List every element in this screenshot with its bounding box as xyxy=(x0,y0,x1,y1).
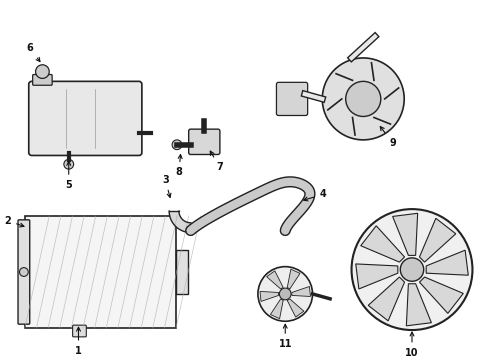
Polygon shape xyxy=(368,277,405,321)
FancyBboxPatch shape xyxy=(29,81,142,156)
Circle shape xyxy=(400,258,424,281)
Polygon shape xyxy=(287,269,300,289)
Text: 4: 4 xyxy=(304,189,326,201)
Text: 2: 2 xyxy=(4,216,24,227)
Polygon shape xyxy=(267,271,283,289)
Circle shape xyxy=(279,288,291,300)
Text: 11: 11 xyxy=(278,324,292,349)
Polygon shape xyxy=(426,250,468,275)
Polygon shape xyxy=(270,299,283,319)
Text: 9: 9 xyxy=(380,126,396,148)
Text: 6: 6 xyxy=(26,43,40,62)
Circle shape xyxy=(351,209,472,330)
Circle shape xyxy=(20,267,28,276)
Circle shape xyxy=(172,140,182,150)
Circle shape xyxy=(322,58,404,140)
Polygon shape xyxy=(356,264,398,289)
Text: 10: 10 xyxy=(405,332,419,357)
Circle shape xyxy=(345,81,381,117)
Polygon shape xyxy=(419,277,463,313)
Text: 7: 7 xyxy=(210,151,223,172)
Bar xyxy=(25,216,176,328)
FancyBboxPatch shape xyxy=(189,129,220,154)
Text: 8: 8 xyxy=(175,154,182,177)
Circle shape xyxy=(258,267,313,321)
Polygon shape xyxy=(361,226,405,262)
Circle shape xyxy=(64,159,74,169)
Polygon shape xyxy=(392,213,417,255)
FancyBboxPatch shape xyxy=(276,82,308,116)
Bar xyxy=(176,250,188,294)
Circle shape xyxy=(36,65,49,78)
Polygon shape xyxy=(419,218,456,262)
Polygon shape xyxy=(287,299,304,317)
Text: 3: 3 xyxy=(162,175,171,197)
Polygon shape xyxy=(260,291,279,301)
Polygon shape xyxy=(292,287,311,297)
FancyBboxPatch shape xyxy=(73,325,86,337)
Polygon shape xyxy=(406,284,431,326)
Polygon shape xyxy=(169,211,191,233)
Text: 1: 1 xyxy=(75,327,82,356)
FancyBboxPatch shape xyxy=(33,75,52,85)
Text: 5: 5 xyxy=(65,161,72,190)
FancyBboxPatch shape xyxy=(18,220,30,324)
